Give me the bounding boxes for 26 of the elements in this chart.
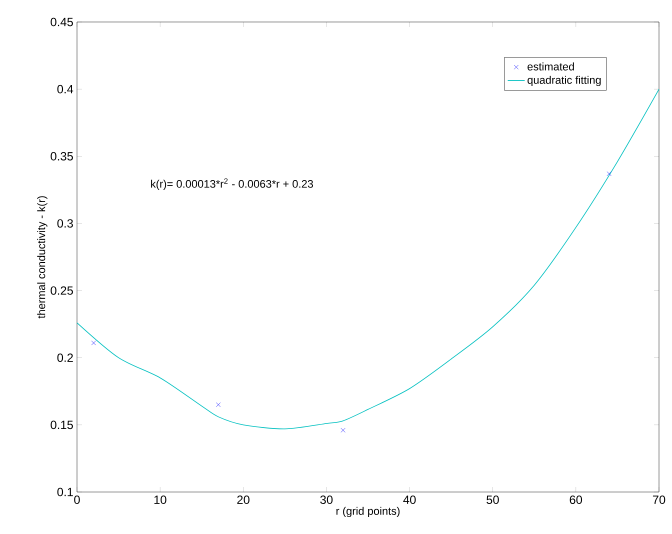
point bbox=[216, 402, 221, 408]
x-tick-label: 30 bbox=[320, 496, 333, 504]
x-tick-label: 60 bbox=[570, 496, 582, 504]
y-tick-label: 0.3 bbox=[57, 219, 73, 228]
y-tick-label: 0.4 bbox=[57, 84, 74, 94]
y-axis-title: thermal conductivity - k(r) bbox=[37, 196, 48, 318]
y-tick-label: 0.35 bbox=[50, 152, 73, 161]
x-tick-label: 70 bbox=[652, 496, 666, 504]
point bbox=[91, 340, 96, 346]
x-tick-label: 40 bbox=[403, 496, 416, 504]
x-tick-label: 20 bbox=[237, 496, 250, 504]
x-tick-label: 50 bbox=[486, 496, 499, 504]
y-tick-label: 0.2 bbox=[57, 353, 73, 362]
y-tick-label: 0.15 bbox=[50, 420, 73, 430]
x-tick-label: 10 bbox=[154, 496, 166, 504]
x-tick-label: 0 bbox=[74, 496, 80, 504]
y-tick-label: 0.45 bbox=[50, 18, 73, 26]
annotation: k(r)= 0.00013*r$^{2}$ - 0.0063*r + 0.23 bbox=[151, 178, 314, 190]
point bbox=[340, 428, 346, 433]
legend-label: estimated bbox=[528, 62, 574, 70]
line-series bbox=[76, 88, 660, 430]
y-tick-label: 0.25 bbox=[50, 286, 73, 295]
point bbox=[606, 171, 612, 176]
legend-label: quadratic fitting bbox=[528, 76, 601, 86]
x-axis-title: r (grid points) bbox=[336, 506, 400, 518]
y-tick-label: 0.1 bbox=[57, 488, 73, 496]
